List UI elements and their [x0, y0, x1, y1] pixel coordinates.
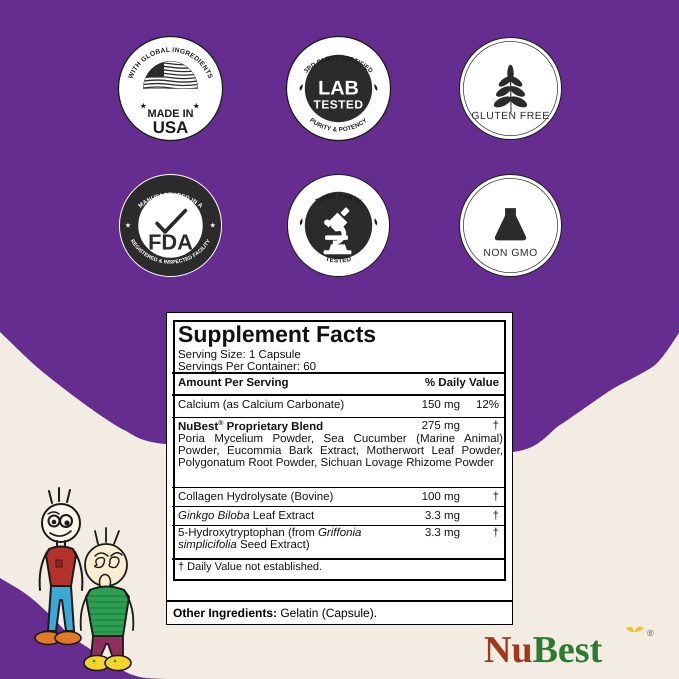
svg-text:®: ®: [647, 628, 654, 638]
svg-text:NuBest: NuBest: [484, 629, 603, 671]
